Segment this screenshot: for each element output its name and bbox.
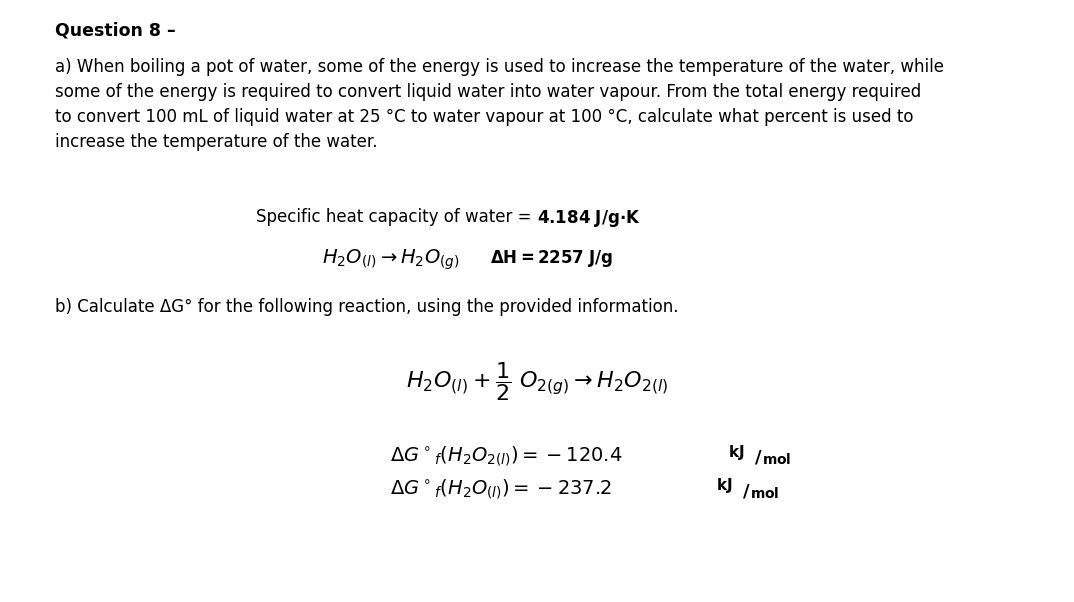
Text: $\mathbf{/}$: $\mathbf{/}$ (742, 482, 751, 500)
Text: $\mathit{H_2O_{(l)}} + \dfrac{1}{2}\ \mathit{O_{2(g)}} \rightarrow \mathit{H_2O_: $\mathit{H_2O_{(l)}} + \dfrac{1}{2}\ \ma… (406, 360, 668, 403)
Text: $\mathbf{4.184\ J/g{\cdot}K}$: $\mathbf{4.184\ J/g{\cdot}K}$ (537, 208, 641, 229)
Text: a) When boiling a pot of water, some of the energy is used to increase the tempe: a) When boiling a pot of water, some of … (55, 58, 944, 151)
Text: $\mathbf{mol}$: $\mathbf{mol}$ (761, 452, 792, 467)
Text: $\mathit{H_2O_{(l)}} \rightarrow \mathit{H_2O_{(g)}}$: $\mathit{H_2O_{(l)}} \rightarrow \mathit… (322, 248, 460, 273)
Text: Specific heat capacity of water =: Specific heat capacity of water = (257, 208, 537, 226)
Text: $\mathbf{kJ}$: $\mathbf{kJ}$ (716, 476, 732, 495)
Text: Question 8 –: Question 8 – (55, 22, 176, 40)
Text: b) Calculate ΔG° for the following reaction, using the provided information.: b) Calculate ΔG° for the following react… (55, 298, 679, 316)
Text: $\Delta G^\circ{}_f(H_2O_{2(l)}) = -120.4$: $\Delta G^\circ{}_f(H_2O_{2(l)}) = -120.… (390, 445, 623, 468)
Text: $\mathbf{mol}$: $\mathbf{mol}$ (750, 486, 780, 501)
Text: $\Delta G^\circ{}_f(H_2O_{(l)}) = -237.2$: $\Delta G^\circ{}_f(H_2O_{(l)}) = -237.2… (390, 478, 612, 501)
Text: $\mathbf{\Delta H = 2257\ J/g}$: $\mathbf{\Delta H = 2257\ J/g}$ (490, 248, 613, 269)
Text: $\mathbf{/}$: $\mathbf{/}$ (754, 449, 763, 467)
Text: $\mathbf{kJ}$: $\mathbf{kJ}$ (728, 443, 744, 462)
